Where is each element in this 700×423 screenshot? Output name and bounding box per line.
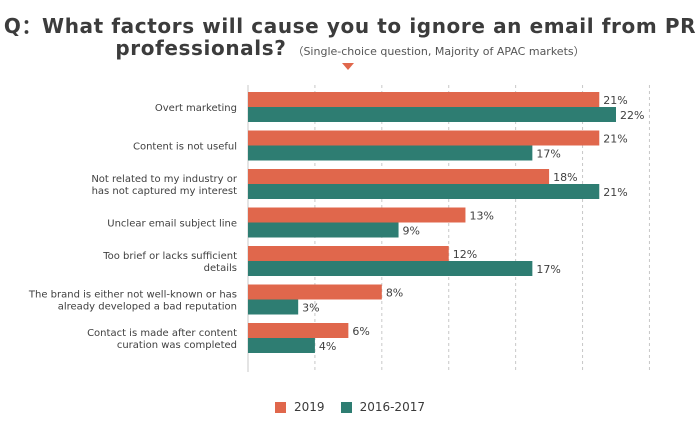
legend-swatch-2016-2017	[340, 401, 352, 413]
category-label: has not captured my interest	[92, 186, 237, 197]
data-label: 21%	[603, 94, 627, 107]
bar-2016-2017	[248, 184, 600, 199]
bar-2019	[248, 130, 600, 146]
chart-legend: 2019 2016-2017	[0, 400, 700, 414]
chart-subtitle: （Single-choice question, Majority of APA…	[292, 45, 585, 58]
data-label: 18%	[553, 171, 577, 184]
bar-2019	[248, 323, 349, 338]
bar-2019	[248, 92, 600, 107]
data-label: 17%	[536, 148, 560, 161]
data-label: 8%	[386, 287, 403, 300]
chart-title-line2: professionals? （Single-choice question, M…	[0, 36, 700, 60]
bar-2016-2017	[248, 145, 533, 161]
data-label: 22%	[620, 109, 644, 122]
legend-item-2019: 2019	[275, 400, 325, 414]
bar-2016-2017	[248, 299, 299, 315]
bar-2016-2017	[248, 261, 533, 276]
category-label: The brand is either not well-known or ha…	[28, 290, 237, 301]
data-label: 17%	[536, 263, 560, 276]
legend-item-2016-2017: 2016-2017	[340, 400, 425, 414]
data-label: 21%	[603, 133, 627, 146]
bar-2019	[248, 207, 466, 223]
category-label: Not related to my industry or	[91, 174, 238, 185]
data-label: 6%	[352, 325, 369, 338]
legend-swatch-2019	[275, 401, 287, 413]
category-label: Unclear email subject line	[107, 219, 237, 230]
data-label: 12%	[453, 248, 477, 261]
category-label: Contact is made after content	[87, 328, 237, 339]
category-label: Too brief or lacks sufficient	[102, 251, 237, 262]
legend-label-2016-2017: 2016-2017	[359, 400, 425, 414]
bar-2016-2017	[248, 222, 399, 238]
bar-2016-2017	[248, 338, 315, 353]
bar-2019	[248, 284, 382, 300]
bar-2019	[248, 169, 550, 184]
data-label: 3%	[302, 302, 319, 315]
bar-2019	[248, 246, 449, 261]
data-label: 4%	[319, 340, 336, 353]
data-label: 9%	[403, 225, 420, 238]
bar-2016-2017	[248, 107, 616, 122]
legend-label-2019: 2019	[294, 400, 325, 414]
pointer-triangle-icon	[342, 63, 354, 70]
data-label: 21%	[603, 186, 627, 199]
chart-title-line1: Q：What factors will cause you to ignore …	[3, 14, 697, 38]
category-label: curation was completed	[117, 340, 237, 351]
bar-chart: Overt marketing 21% 22% Content is not usef…	[28, 85, 650, 372]
category-label: details	[204, 263, 237, 274]
category-label: already developed a bad reputation	[58, 302, 237, 313]
data-label: 13%	[469, 210, 493, 223]
category-label: Content is not useful	[133, 142, 237, 153]
category-label: Overt marketing	[155, 103, 237, 114]
chart-title-bold: professionals?	[115, 36, 287, 60]
